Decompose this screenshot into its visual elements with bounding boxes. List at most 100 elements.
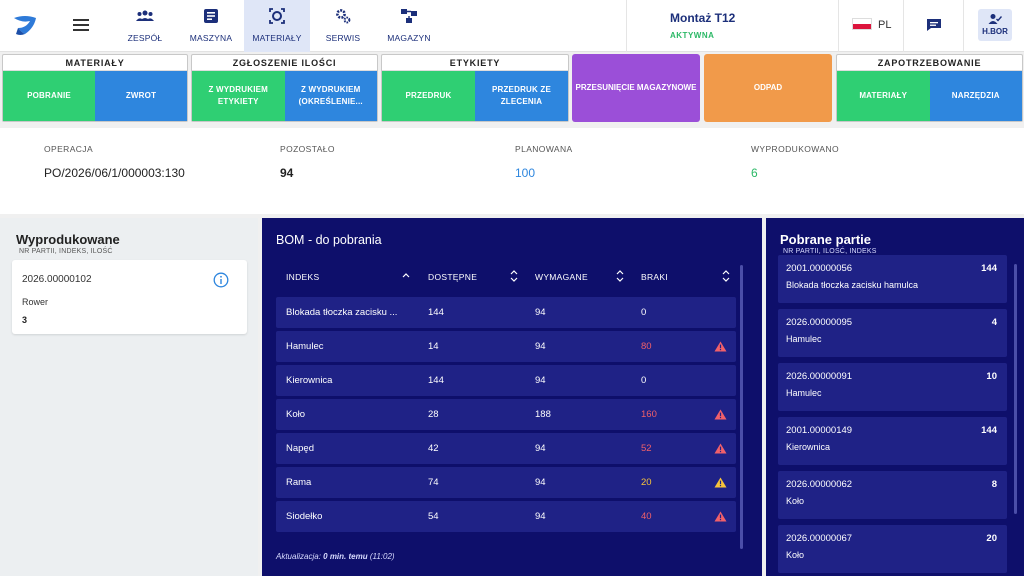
top-bar: ZESPÓŁ MASZYNA MATERIAŁY SERWIS MAGAZYN … — [0, 0, 1024, 52]
table-row[interactable]: Kierownica 144 94 0 — [276, 365, 736, 396]
sort-asc-icon[interactable] — [402, 268, 410, 284]
batch-card[interactable]: 2001.00000149 144 Kierownica — [778, 417, 1007, 465]
cell-braki: 40 — [641, 511, 652, 522]
cell-dostepne: 54 — [428, 511, 439, 522]
cell-braki: 160 — [641, 409, 657, 420]
product-index: Koło — [786, 496, 805, 506]
tab-materialy[interactable]: MATERIAŁY — [244, 0, 310, 52]
batch-number: 2026.00000067 — [786, 533, 853, 544]
batch-card[interactable]: 2026.00000091 10 Hamulec — [778, 363, 1007, 411]
warning-icon — [714, 341, 727, 352]
panel-subtitle: NR PARTII, INDEKS, ILOŚĆ — [19, 248, 113, 255]
batch-card[interactable]: 2026.00000095 4 Hamulec — [778, 309, 1007, 357]
divider — [903, 0, 904, 52]
divider — [963, 0, 964, 52]
tab-label: ZESPÓŁ — [127, 33, 163, 43]
scrollbar[interactable] — [1014, 264, 1017, 514]
panel-title: BOM - do pobrania — [276, 233, 382, 247]
column-braki-header[interactable]: BRAKI — [641, 272, 669, 282]
cell-braki: 0 — [641, 375, 647, 386]
product-index: Koło — [786, 550, 805, 560]
column-dostepne-header[interactable]: DOSTĘPNE — [428, 272, 478, 282]
batch-card[interactable]: 2001.00000056 144 Blokada tłoczka zacisku … — [778, 255, 1007, 303]
pobranie-button[interactable]: POBRANIE — [3, 71, 95, 121]
cell-indeks: Blokada tłoczka zacisku ... — [286, 307, 398, 318]
table-row[interactable]: Rama 74 94 20 — [276, 467, 736, 498]
sort-icon[interactable] — [510, 268, 518, 284]
info-label: OPERACJA — [44, 144, 94, 154]
cell-wymagane: 94 — [535, 511, 546, 522]
user-button[interactable]: H.BOR — [978, 9, 1012, 41]
batch-number: 2026.00000062 — [786, 479, 853, 490]
zwrot-button[interactable]: ZWROT — [95, 71, 187, 121]
warning-icon — [714, 511, 727, 522]
przedruk-button[interactable]: PRZEDRUK — [382, 71, 475, 121]
column-wymagane-header[interactable]: WYMAGANE — [535, 272, 588, 282]
tab-label: MATERIAŁY — [252, 33, 302, 43]
menu-icon[interactable] — [70, 16, 92, 36]
table-row[interactable]: Koło 28 188 160 — [276, 399, 736, 430]
scrollbar[interactable] — [740, 265, 743, 549]
operation-info: OPERACJA PO/2026/06/1/000003:130 POZOSTA… — [0, 128, 1024, 214]
poland-flag-icon — [852, 18, 872, 30]
info-value: 100 — [515, 166, 536, 180]
product-index: Hamulec — [786, 334, 822, 344]
quantity: 3 — [22, 315, 28, 325]
group-title: ZGŁOSZENIE ILOŚCI — [192, 55, 377, 71]
group-zgloszenie-ilosci: ZGŁOSZENIE ILOŚCI Z WYDRUKIEM ETYKIETY Z… — [191, 54, 378, 122]
przesuniecie-magazynowe-button[interactable]: PRZESUNIĘCIE MAGAZYNOWE — [572, 54, 700, 122]
z-wydrukiem-okreslenie-button[interactable]: Z WYDRUKIEM (OKREŚLENIE... — [284, 71, 377, 121]
produced-card[interactable]: 2026.00000102 Rower 3 — [12, 260, 247, 334]
materials-icon — [269, 8, 285, 24]
info-value: PO/2026/06/1/000003:130 — [44, 166, 185, 180]
table-row[interactable]: Siodełko 54 94 40 — [276, 501, 736, 532]
quantity: 8 — [991, 479, 997, 490]
cell-wymagane: 94 — [535, 477, 546, 488]
chat-icon[interactable] — [926, 18, 942, 32]
zapotrzebowanie-materialy-button[interactable]: MATERIAŁY — [837, 71, 930, 121]
info-icon[interactable] — [213, 272, 229, 288]
batch-card[interactable]: 2026.00000067 20 Koło — [778, 525, 1007, 573]
sort-icon[interactable] — [616, 268, 624, 284]
z-wydrukiem-etykiety-button[interactable]: Z WYDRUKIEM ETYKIETY — [192, 71, 285, 121]
table-row[interactable]: Hamulec 14 94 80 — [276, 331, 736, 362]
column-indeks-header[interactable]: INDEKS — [286, 272, 320, 282]
tab-zespol[interactable]: ZESPÓŁ — [112, 0, 178, 52]
tab-maszyna[interactable]: MASZYNA — [178, 0, 244, 52]
tab-serwis[interactable]: SERWIS — [310, 0, 376, 52]
przedruk-ze-zlecenia-button[interactable]: PRZEDRUK ZE ZLECENIA — [475, 71, 568, 121]
group-title: MATERIAŁY — [3, 55, 187, 71]
cell-dostepne: 144 — [428, 375, 444, 386]
cell-dostepne: 42 — [428, 443, 439, 454]
table-row[interactable]: Blokada tłoczka zacisku ... 144 94 0 — [276, 297, 736, 328]
cell-dostepne: 28 — [428, 409, 439, 420]
quantity: 144 — [981, 263, 997, 274]
cell-dostepne: 74 — [428, 477, 439, 488]
odpad-button[interactable]: ODPAD — [704, 54, 832, 122]
app-logo-icon[interactable] — [12, 14, 38, 38]
info-label: WYPRODUKOWANO — [751, 144, 839, 154]
product-index: Rower — [22, 297, 49, 307]
cell-indeks: Siodełko — [286, 511, 323, 522]
language-code: PL — [878, 19, 892, 31]
tab-magazyn[interactable]: MAGAZYN — [376, 0, 442, 52]
tab-label: MAGAZYN — [387, 33, 431, 43]
product-index: Kierownica — [786, 442, 831, 452]
zapotrzebowanie-narzedzia-button[interactable]: NARZĘDZIA — [929, 71, 1022, 121]
sort-icon[interactable] — [722, 268, 730, 284]
panel-subtitle: NR PARTII, ILOŚĆ, INDEKS — [783, 248, 877, 255]
warning-icon — [714, 477, 727, 488]
cell-indeks: Kierownica — [286, 375, 333, 386]
language-selector[interactable]: PL — [852, 18, 891, 31]
info-planowana: PLANOWANA 100 — [515, 144, 573, 180]
batch-card[interactable]: 2026.00000062 8 Koło — [778, 471, 1007, 519]
machine-icon — [204, 9, 218, 23]
table-row[interactable]: Napęd 42 94 52 — [276, 433, 736, 464]
quantity: 144 — [981, 425, 997, 436]
cell-braki: 0 — [641, 307, 647, 318]
group-zapotrzebowanie: ZAPOTRZEBOWANIE MATERIAŁY NARZĘDZIA — [836, 54, 1023, 122]
group-materialy: MATERIAŁY POBRANIE ZWROT — [2, 54, 188, 122]
batch-number: 2026.00000095 — [786, 317, 853, 328]
product-index: Blokada tłoczka zacisku hamulca — [786, 280, 919, 290]
info-label: POZOSTAŁO — [280, 144, 335, 154]
